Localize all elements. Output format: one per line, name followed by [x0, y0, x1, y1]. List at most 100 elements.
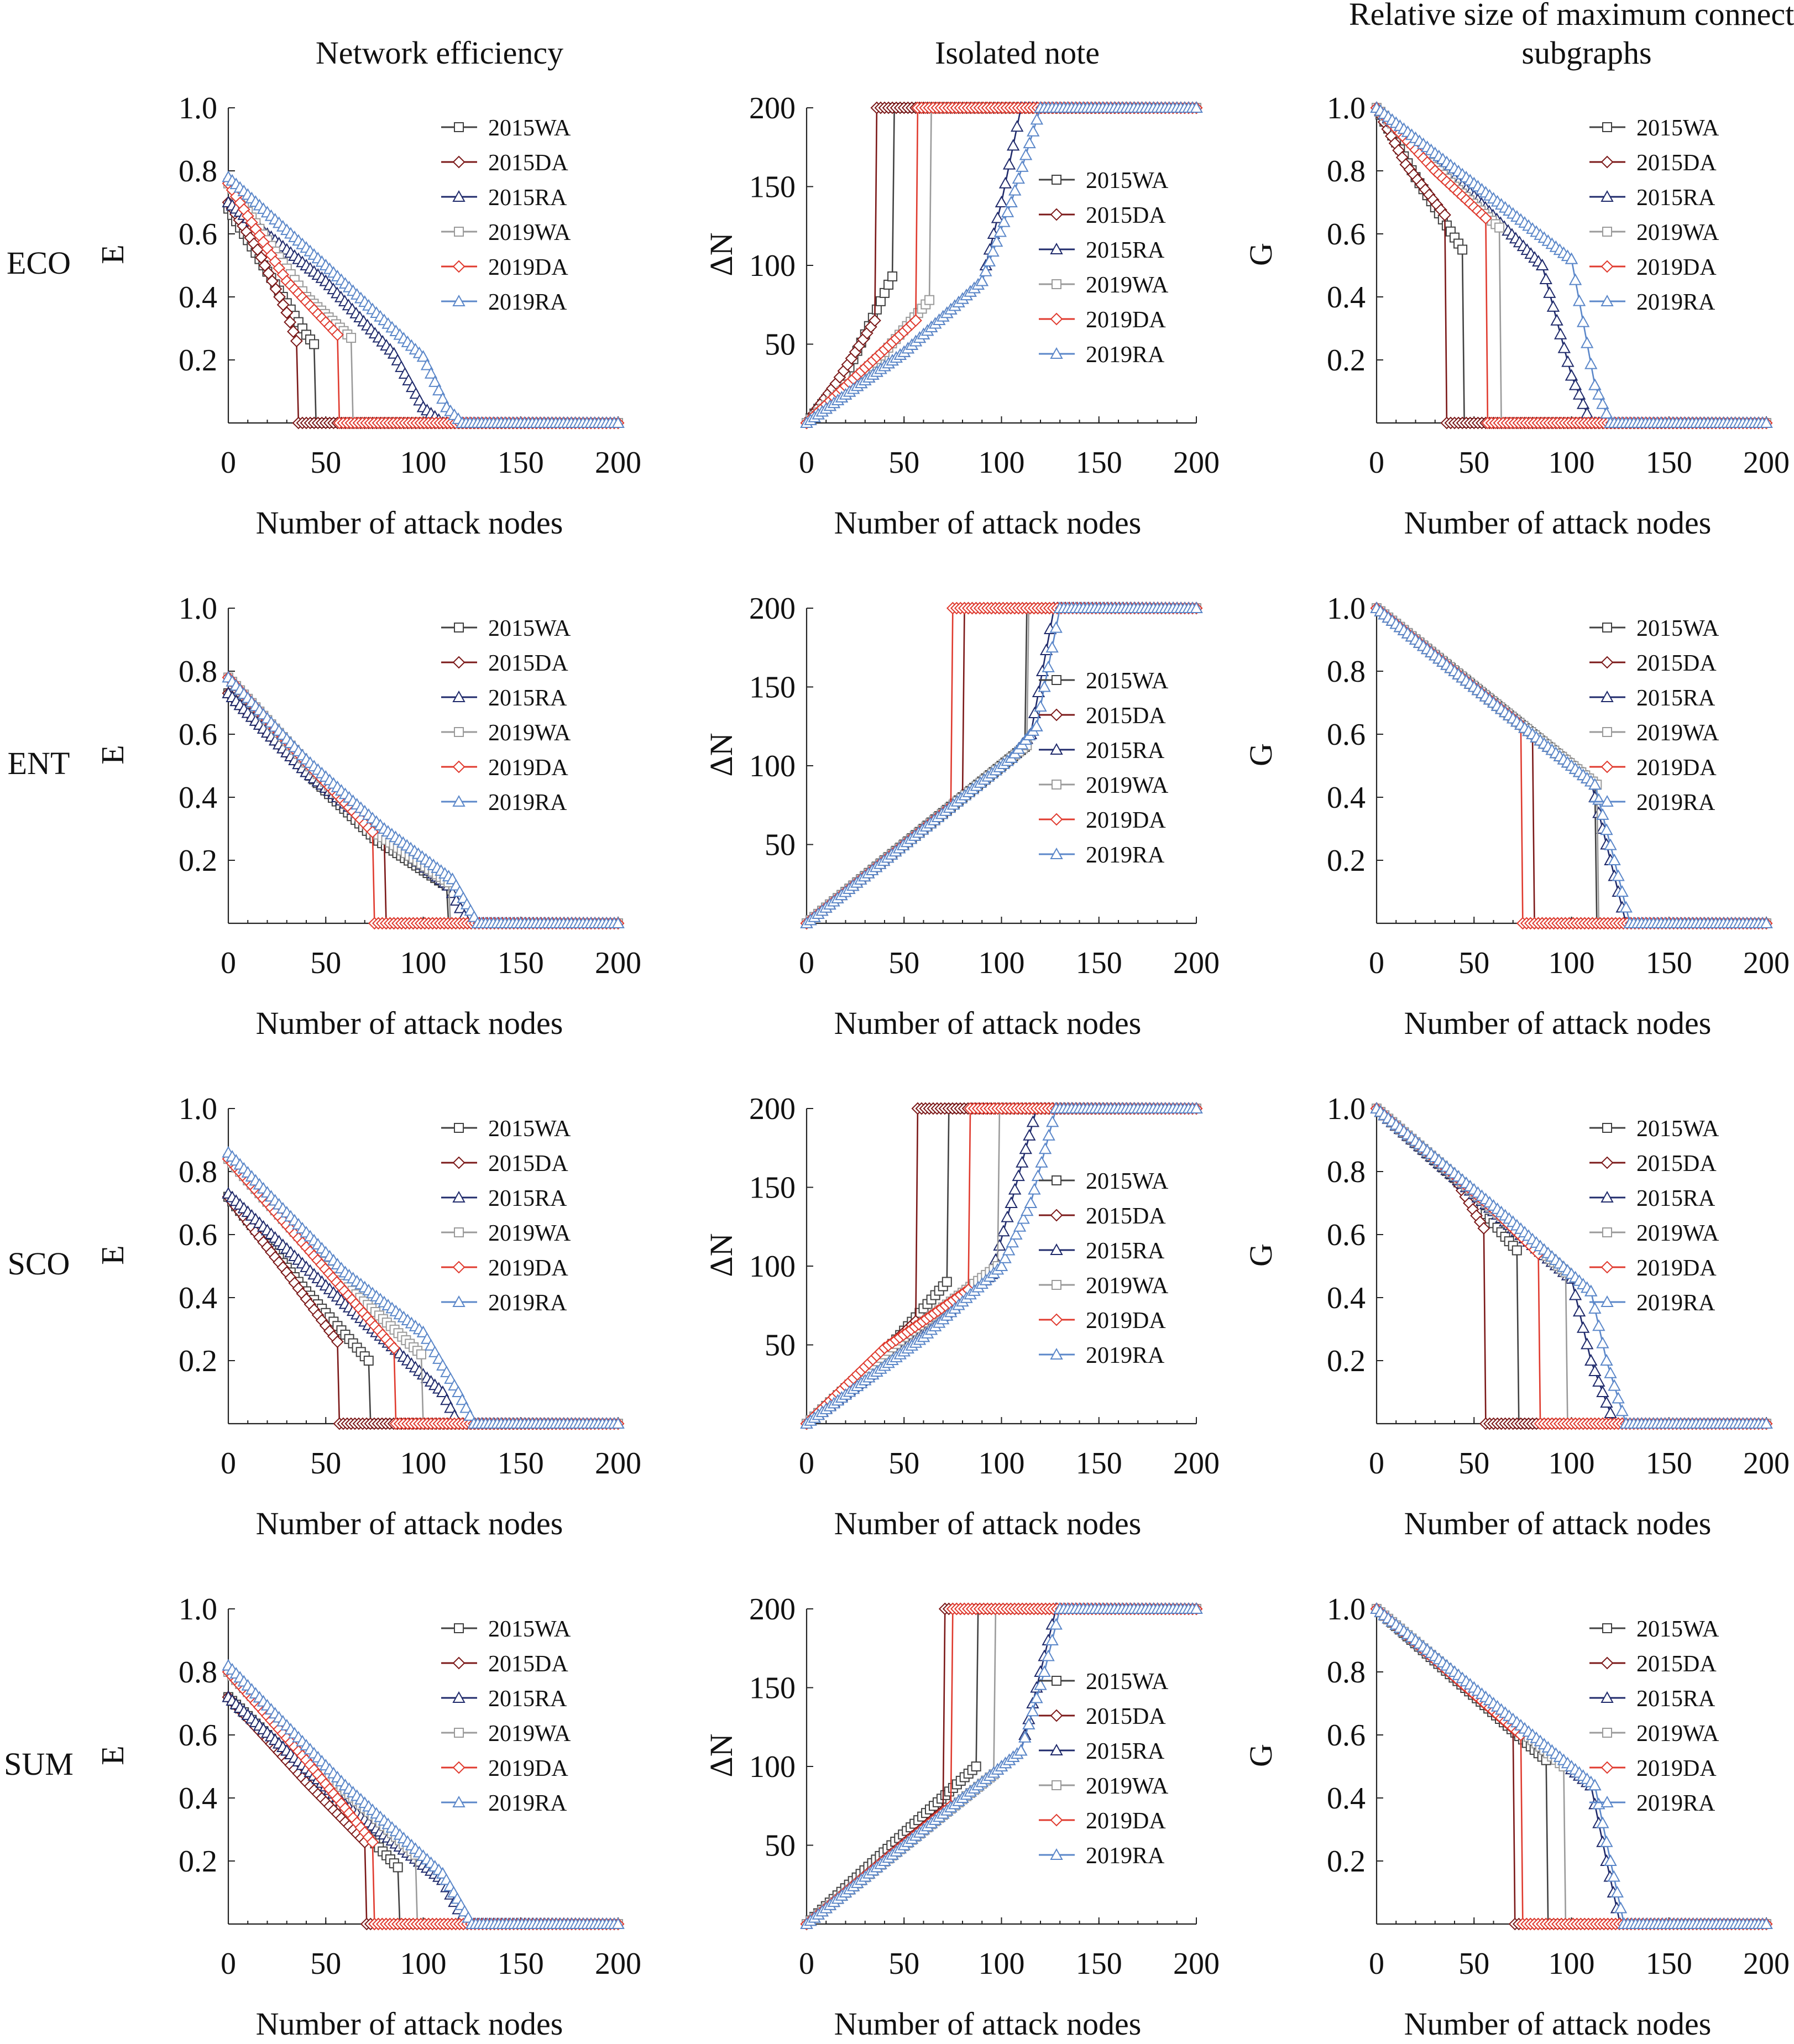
- legend-label: 2019DA: [1636, 255, 1717, 280]
- row-label-ent: ENT: [8, 745, 70, 781]
- series-marker: [346, 333, 357, 343]
- x-tick-label: 50: [888, 446, 919, 480]
- y-tick-label: 100: [749, 249, 796, 283]
- x-axis-label: Number of attack nodes: [1404, 1005, 1712, 1041]
- x-tick-label: 0: [799, 446, 814, 480]
- series-marker: [1601, 155, 1614, 169]
- y-tick-label: 200: [749, 592, 796, 626]
- y-axis-label: ΔN: [703, 232, 739, 276]
- y-axis-label: G: [1243, 743, 1279, 766]
- y-tick-label: 1.0: [179, 592, 217, 626]
- column-title-line: Relative size of maximum connected: [1349, 0, 1794, 32]
- series-2019ra: [222, 170, 625, 428]
- legend-label: 2015RA: [1636, 686, 1715, 711]
- legend-label: 2019RA: [1086, 342, 1165, 368]
- y-axis-label: ΔN: [703, 733, 739, 776]
- legend-label: 2019RA: [488, 1290, 567, 1316]
- legend-label: 2019WA: [1086, 773, 1169, 798]
- legend-label: 2015WA: [488, 616, 571, 641]
- y-tick-label: 0.6: [1327, 217, 1366, 252]
- column-title-text: Isolated note: [935, 35, 1100, 71]
- series-marker: [287, 325, 300, 338]
- series-marker: [1030, 113, 1044, 125]
- x-tick-label: 150: [498, 946, 544, 980]
- legend-label: 2015RA: [488, 686, 567, 711]
- series-marker: [1584, 357, 1598, 369]
- series-marker: [1568, 273, 1582, 285]
- series-marker: [993, 225, 1007, 237]
- column-title-2: Isolated note: [935, 35, 1100, 71]
- series-marker: [331, 328, 344, 341]
- x-tick-label: 100: [400, 1446, 447, 1481]
- series-marker: [1006, 139, 1020, 151]
- series-2019ra: [800, 101, 1203, 428]
- x-tick-label: 100: [400, 946, 447, 980]
- x-tick-label: 200: [1173, 446, 1220, 480]
- series-marker: [1543, 286, 1556, 298]
- series-marker: [1052, 279, 1061, 289]
- x-tick-label: 50: [888, 946, 919, 980]
- y-tick-label: 0.6: [179, 217, 217, 252]
- x-tick-label: 50: [310, 946, 341, 980]
- y-axis-label: E: [95, 745, 130, 764]
- series-marker: [1050, 708, 1063, 722]
- series-marker: [995, 195, 1008, 207]
- legend-label: 2015RA: [488, 1186, 567, 1211]
- series-marker: [1050, 312, 1063, 326]
- series-marker: [1457, 244, 1468, 255]
- series-marker: [924, 295, 935, 305]
- column-title-1: Network efficiency: [316, 35, 563, 71]
- y-axis-label: G: [1243, 243, 1279, 266]
- legend-label: 2015DA: [1636, 150, 1717, 176]
- x-tick-label: 0: [221, 1446, 236, 1481]
- series-marker: [454, 727, 464, 737]
- x-tick-label: 200: [1173, 946, 1220, 980]
- legend-label: 2019RA: [488, 290, 567, 315]
- series-marker: [887, 271, 898, 281]
- series-marker: [1001, 205, 1014, 217]
- y-tick-label: 1.0: [179, 1092, 217, 1126]
- legend-label: 2019WA: [488, 220, 571, 245]
- y-tick-label: 0.2: [179, 844, 217, 878]
- series-2019ra: [800, 601, 1203, 928]
- y-axis-label: E: [95, 244, 130, 264]
- legend-label: 2015DA: [1636, 651, 1717, 676]
- y-tick-label: 200: [749, 1092, 796, 1126]
- x-tick-label: 0: [221, 946, 236, 980]
- legend-label: 2015WA: [1086, 168, 1169, 194]
- series-marker: [1052, 175, 1061, 185]
- series-marker: [1005, 195, 1018, 207]
- y-tick-label: 1.0: [1327, 592, 1366, 626]
- legend-label: 2019DA: [1636, 755, 1717, 781]
- legend-label: 2019DA: [488, 755, 568, 781]
- y-tick-label: 0.2: [1327, 844, 1366, 878]
- row-label-sum: SUM: [4, 1746, 74, 1782]
- series-marker: [416, 350, 430, 362]
- legend-label: 2015DA: [488, 150, 568, 176]
- series-marker: [280, 306, 294, 319]
- x-tick-label: 100: [979, 1446, 1025, 1481]
- legend-label: 2019DA: [1086, 808, 1166, 833]
- y-tick-label: 0.4: [179, 781, 217, 815]
- x-tick-label: 50: [888, 1446, 919, 1481]
- legend-label: 2019WA: [1636, 720, 1719, 746]
- row-label-sco: SCO: [8, 1246, 70, 1282]
- x-tick-label: 150: [1076, 446, 1122, 480]
- y-tick-label: 0.4: [179, 280, 217, 315]
- y-tick-label: 0.4: [1327, 781, 1366, 815]
- x-tick-label: 0: [1369, 446, 1384, 480]
- legend-label: 2015WA: [1086, 668, 1169, 694]
- legend-label: 2015DA: [488, 1151, 568, 1177]
- x-tick-label: 0: [799, 1446, 814, 1481]
